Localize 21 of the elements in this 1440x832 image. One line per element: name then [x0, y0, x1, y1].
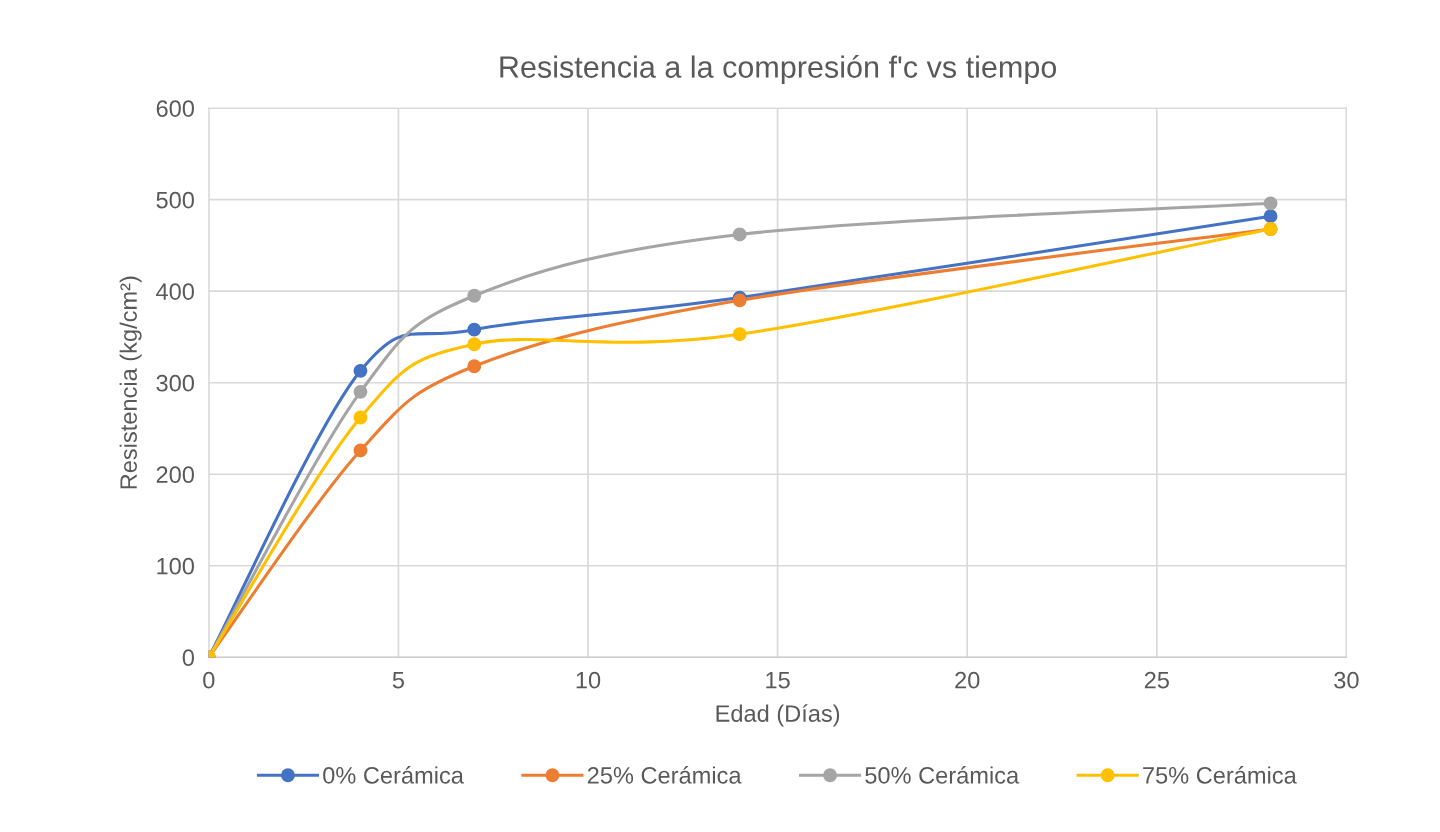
y-axis-title: Resistencia (kg/cm²) — [119, 276, 142, 489]
x-tick-label: 30 — [1334, 671, 1359, 689]
legend-label: 50% Cerámica — [865, 766, 1020, 784]
x-tick-label: 5 — [392, 672, 404, 689]
x-tick-label: 15 — [766, 672, 790, 689]
y-tick-label: 200 — [156, 466, 194, 484]
x-tick-label: 20 — [955, 671, 980, 689]
legend-label: 0% Cerámica — [323, 766, 464, 784]
x-axis-title: Edad (Días) — [716, 704, 840, 727]
chart-title: Resistencia a la compresión f'c vs tiempo — [500, 55, 1057, 84]
y-tick-label: 0 — [182, 649, 194, 667]
y-tick-label: 100 — [157, 557, 194, 575]
legend-label: 25% Cerámica — [587, 766, 742, 784]
legend-label: 75% Cerámica — [1143, 766, 1297, 784]
x-tick-label: 25 — [1144, 671, 1169, 689]
y-tick-label: 600 — [156, 100, 194, 117]
y-tick-label: 400 — [156, 283, 194, 300]
x-tick-label: 10 — [576, 671, 601, 689]
x-tick-label: 0 — [203, 671, 215, 689]
y-tick-label: 300 — [156, 374, 194, 392]
y-tick-label: 500 — [156, 191, 194, 209]
